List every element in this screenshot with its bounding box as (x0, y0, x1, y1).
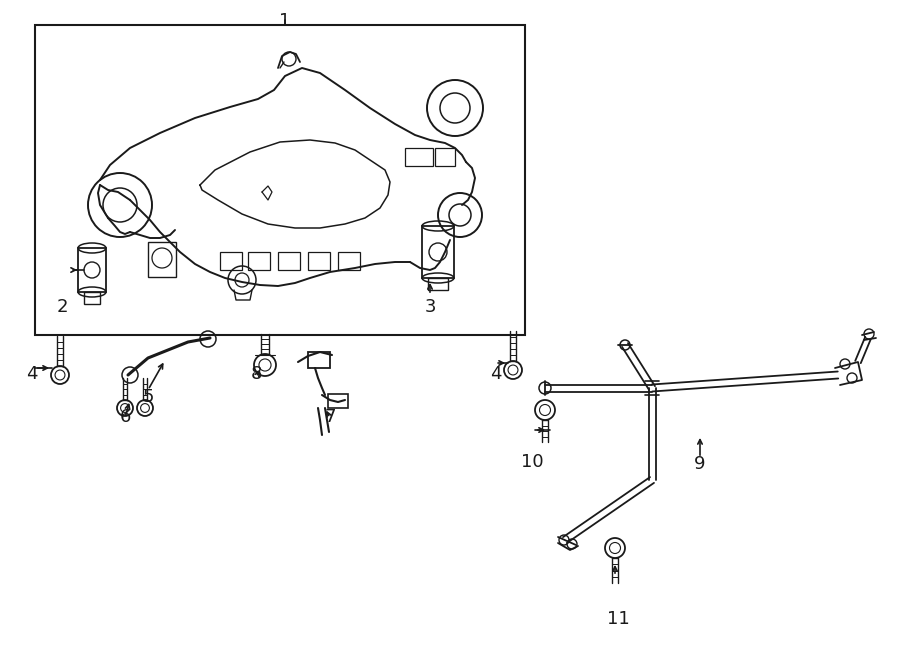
Bar (435, 148, 455, 166)
Bar (405, 148, 433, 166)
Bar (308, 252, 330, 270)
Circle shape (137, 400, 153, 416)
Text: 4: 4 (26, 365, 38, 383)
Bar (338, 252, 360, 270)
Text: 8: 8 (250, 365, 262, 383)
Bar (35, 25, 525, 335)
Circle shape (254, 354, 276, 376)
Text: 2: 2 (56, 298, 68, 316)
Circle shape (504, 361, 522, 379)
Bar (148, 242, 176, 277)
Bar (84, 292, 100, 304)
Text: 6: 6 (120, 408, 130, 426)
Bar (220, 252, 242, 270)
Text: 3: 3 (424, 298, 436, 316)
Text: 9: 9 (694, 455, 706, 473)
Text: 10: 10 (521, 453, 544, 471)
Bar (328, 394, 348, 408)
Bar (278, 252, 300, 270)
Bar (422, 226, 454, 278)
Bar (428, 278, 448, 290)
Text: 11: 11 (607, 610, 629, 628)
Circle shape (51, 366, 69, 384)
Text: 5: 5 (142, 388, 154, 406)
Text: 7: 7 (324, 408, 336, 426)
Bar (308, 352, 330, 368)
Bar (78, 248, 106, 292)
Circle shape (117, 400, 133, 416)
Circle shape (605, 538, 625, 558)
Text: 4: 4 (491, 365, 502, 383)
Circle shape (535, 400, 555, 420)
Text: 1: 1 (279, 12, 291, 30)
Bar (248, 252, 270, 270)
